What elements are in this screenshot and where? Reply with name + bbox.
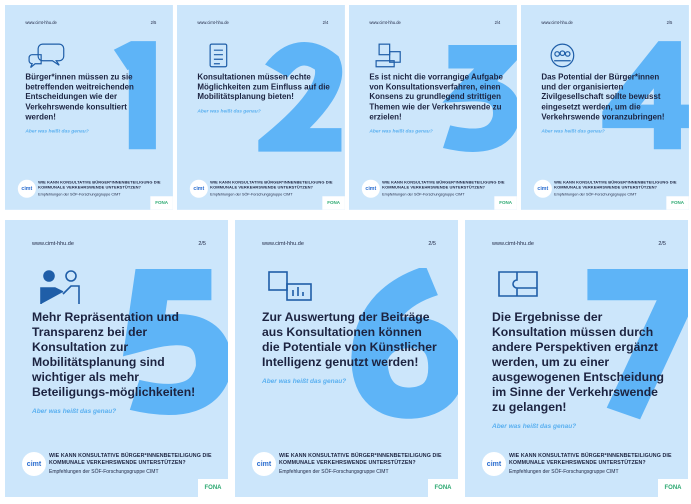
fona-logo: FONA xyxy=(658,479,688,497)
big-number-graphic xyxy=(587,269,688,420)
handshake-icon xyxy=(40,270,80,304)
headline-block: Bürger*innen müssen zu sie betreffenden … xyxy=(25,73,159,134)
speech-bubbles-icon xyxy=(28,43,65,68)
cimt-logo: cimt xyxy=(533,179,552,198)
big-number-digit xyxy=(602,41,689,150)
headline-block: Es ist nicht die vorrangige Aufgabe von … xyxy=(369,73,503,134)
footer-title: WIE KANN KONSULTATIVE BÜRGER*INNENBETEIL… xyxy=(554,180,677,190)
question-link[interactable]: Aber was heißt das genau? xyxy=(32,408,117,415)
headline-block: Zur Auswertung der Beiträge aus Konsulta… xyxy=(262,310,440,385)
fona-logo: FONA xyxy=(666,196,689,210)
puzzle-icon xyxy=(498,271,538,297)
page-indicator: 2/4 xyxy=(494,20,501,26)
fona-logo: FONA xyxy=(198,479,228,497)
footer-title: WIE KANN KONSULTATIVE BÜRGER*INNENBETEIL… xyxy=(38,180,161,190)
cimt-logo: cimt xyxy=(17,179,36,198)
poster-card: www.cimt-hhu.de 2/5 Das Potential der Bü… xyxy=(521,5,689,210)
question-link[interactable]: Aber was heißt das genau? xyxy=(197,108,261,114)
big-number-digit xyxy=(113,41,156,150)
big-number-digit xyxy=(587,269,688,420)
cimt-logo: cimt xyxy=(482,452,506,476)
website-url: www.cimt-hhu.de xyxy=(32,241,74,247)
headline-block: Die Ergebnisse der Konsultation müssen d… xyxy=(492,310,670,430)
cimt-logo: cimt xyxy=(189,179,208,198)
big-number-digit xyxy=(258,42,343,152)
footer-title: WIE KANN KONSULTATIVE BÜRGER*INNENBETEIL… xyxy=(279,453,442,466)
footer-title: WIE KANN KONSULTATIVE BÜRGER*INNENBETEIL… xyxy=(210,180,333,190)
headline-block: Konsultationen müssen echte Möglichkeite… xyxy=(197,73,331,114)
fona-logo: FONA xyxy=(428,479,458,497)
website-url: www.cimt-hhu.de xyxy=(541,20,573,26)
headline: Mehr Repräsentation und Transparenz bei … xyxy=(32,310,196,399)
page-indicator: 2/5 xyxy=(666,20,673,26)
question-link[interactable]: Aber was heißt das genau? xyxy=(369,128,433,134)
fona-logo: FONA xyxy=(150,196,173,210)
page-indicator: 2/5 xyxy=(428,241,436,247)
footer-subtitle: Empfehlungen der SÖF-Forschungsgruppe CI… xyxy=(382,192,465,198)
website-url: www.cimt-hhu.de xyxy=(492,241,534,247)
question-link[interactable]: Aber was heißt das genau? xyxy=(492,423,577,430)
cimt-logo: cimt xyxy=(22,452,46,476)
big-number-graphic xyxy=(113,41,156,150)
poster-card: www.cimt-hhu.de 2/4 Es ist nicht die vor… xyxy=(349,5,517,210)
poster-card: www.cimt-hhu.de 2/5 Zur Auswertung der B… xyxy=(235,220,458,497)
ai-chip-screen-icon xyxy=(268,271,312,301)
question-link[interactable]: Aber was heißt das genau? xyxy=(541,128,605,134)
poster-card: www.cimt-hhu.de 2/5 Bürger*innen müssen … xyxy=(5,5,173,210)
poster-card: www.cimt-hhu.de 2/4 Konsultationen müsse… xyxy=(177,5,345,210)
footer-subtitle: Empfehlungen der SÖF-Forschungsgruppe CI… xyxy=(210,192,293,198)
headline: Es ist nicht die vorrangige Aufgabe von … xyxy=(369,72,503,122)
poster-card: www.cimt-hhu.de 2/5 Mehr Repräsentation … xyxy=(5,220,228,497)
big-number-digit xyxy=(122,269,228,416)
website-url: www.cimt-hhu.de xyxy=(197,20,229,26)
footer-subtitle: Empfehlungen der SÖF-Forschungsgruppe CI… xyxy=(554,192,637,198)
question-link[interactable]: Aber was heißt das genau? xyxy=(262,378,347,385)
poster-card: www.cimt-hhu.de 2/5 Die Ergebnisse der K… xyxy=(465,220,688,497)
page-indicator: 2/5 xyxy=(658,241,666,247)
page-indicator: 2/5 xyxy=(150,20,157,26)
headline: Konsultationen müssen echte Möglichkeite… xyxy=(197,72,330,102)
question-boards-icon xyxy=(375,43,401,68)
big-number-graphic xyxy=(442,45,517,152)
group-cycle-icon xyxy=(550,43,575,68)
page-indicator: 2/5 xyxy=(198,241,206,247)
footer-title: WIE KANN KONSULTATIVE BÜRGER*INNENBETEIL… xyxy=(509,453,672,466)
cimt-logo: cimt xyxy=(361,179,380,198)
big-number-digit xyxy=(442,45,517,152)
footer-title: WIE KANN KONSULTATIVE BÜRGER*INNENBETEIL… xyxy=(49,453,212,466)
big-number-graphic xyxy=(258,42,343,152)
headline: Das Potential der Bürger*innen und der o… xyxy=(541,72,665,122)
website-url: www.cimt-hhu.de xyxy=(369,20,401,26)
cimt-logo: cimt xyxy=(252,452,276,476)
headline: Bürger*innen müssen zu sie betreffenden … xyxy=(25,72,134,122)
footer-subtitle: Empfehlungen der SÖF-Forschungsgruppe CI… xyxy=(279,469,389,475)
big-number-graphic xyxy=(351,268,458,419)
headline: Die Ergebnisse der Konsultation müssen d… xyxy=(492,310,664,414)
big-number-graphic xyxy=(602,41,689,150)
headline: Zur Auswertung der Beiträge aus Konsulta… xyxy=(262,310,437,369)
big-number-digit xyxy=(351,268,458,419)
website-url: www.cimt-hhu.de xyxy=(25,20,57,26)
footer-title: WIE KANN KONSULTATIVE BÜRGER*INNENBETEIL… xyxy=(382,180,505,190)
fona-logo: FONA xyxy=(494,196,517,210)
question-link[interactable]: Aber was heißt das genau? xyxy=(25,128,89,134)
footer-subtitle: Empfehlungen der SÖF-Forschungsgruppe CI… xyxy=(49,469,159,475)
clipboard-checklist-icon xyxy=(209,43,228,68)
website-url: www.cimt-hhu.de xyxy=(262,241,304,247)
page-indicator: 2/4 xyxy=(322,20,329,26)
footer-subtitle: Empfehlungen der SÖF-Forschungsgruppe CI… xyxy=(509,469,619,475)
footer-subtitle: Empfehlungen der SÖF-Forschungsgruppe CI… xyxy=(38,192,121,198)
fona-logo: FONA xyxy=(322,196,345,210)
big-number-graphic xyxy=(122,269,228,416)
headline-block: Das Potential der Bürger*innen und der o… xyxy=(541,73,675,134)
headline-block: Mehr Repräsentation und Transparenz bei … xyxy=(32,310,210,415)
